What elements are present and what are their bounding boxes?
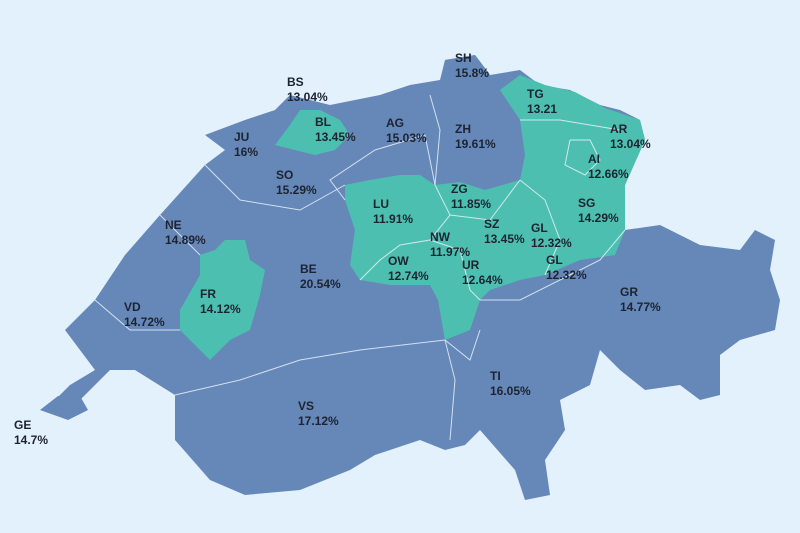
border <box>429 239 481 301</box>
region-code: TI <box>490 369 501 383</box>
border <box>444 339 456 441</box>
region-code: GR <box>620 285 638 299</box>
region-code: SG <box>578 196 595 210</box>
region-code: FR <box>200 287 216 301</box>
canton-shape <box>275 110 350 155</box>
region-code: VD <box>124 300 141 314</box>
region-value: 12.32% <box>546 268 587 282</box>
border <box>564 139 601 176</box>
border <box>429 94 441 186</box>
border <box>174 339 446 396</box>
border <box>329 134 436 201</box>
region-value: 12.66% <box>588 167 629 181</box>
region-value: 14.89% <box>165 233 206 247</box>
region-code: ZH <box>455 122 471 136</box>
border <box>94 299 180 331</box>
region-code: AG <box>386 116 404 130</box>
region-code: VS <box>298 399 314 413</box>
region-value: 16% <box>234 145 258 159</box>
region-code: NW <box>430 230 451 244</box>
region-code: NE <box>165 218 182 232</box>
region-code: TG <box>527 87 544 101</box>
region-code: GE <box>14 418 31 432</box>
region-value: 15.8% <box>455 66 489 80</box>
region-value: 12.32% <box>531 236 572 250</box>
region-value: 17.12% <box>298 414 339 428</box>
region-value: 13.04% <box>610 137 651 151</box>
region-code: GL <box>546 253 563 267</box>
region-value: 12.74% <box>388 269 429 283</box>
region-value: 14.72% <box>124 315 165 329</box>
region-value: 14.77% <box>620 300 661 314</box>
region-value: 19.61% <box>455 137 496 151</box>
border <box>204 164 346 211</box>
region-value: 15.29% <box>276 183 317 197</box>
region-code: BS <box>287 75 304 89</box>
region-value: 14.12% <box>200 302 241 316</box>
border <box>520 119 621 131</box>
region-code: OW <box>388 254 409 268</box>
border <box>159 214 201 256</box>
region-code: ZG <box>451 182 468 196</box>
canton-shape <box>180 240 265 360</box>
region-code: SO <box>276 168 293 182</box>
region-code: GL <box>531 221 548 235</box>
region-code: SZ <box>484 217 499 231</box>
region-code: LU <box>373 197 389 211</box>
region-code: JU <box>234 130 249 144</box>
region-code: BE <box>300 262 317 276</box>
region-value: 20.54% <box>300 277 341 291</box>
region-value: 15.03% <box>386 131 427 145</box>
border <box>444 329 481 361</box>
region-value: 13.45% <box>484 232 525 246</box>
region-value: 14.7% <box>14 433 48 447</box>
region-code: AR <box>610 122 628 136</box>
canton-shape <box>445 55 488 80</box>
border <box>449 179 521 221</box>
region-code: AI <box>588 152 600 166</box>
region-value: 11.85% <box>451 197 491 211</box>
region-code: BL <box>315 115 331 129</box>
region-value: 12.64% <box>462 273 503 287</box>
region-value: 13.45% <box>315 130 356 144</box>
canton-borders <box>94 94 626 441</box>
region-value: 16.05% <box>490 384 531 398</box>
region-code: SH <box>455 51 472 65</box>
border <box>519 179 561 276</box>
canton-shape <box>40 396 88 420</box>
region-value: 13.21 <box>527 102 557 116</box>
region-code: UR <box>462 258 480 272</box>
border <box>359 184 451 281</box>
region-value: 11.97% <box>430 245 470 259</box>
region-value: 14.29% <box>578 211 619 225</box>
region-value: 13.04% <box>287 90 328 104</box>
border <box>480 229 626 301</box>
region-value: 11.91% <box>373 212 413 226</box>
